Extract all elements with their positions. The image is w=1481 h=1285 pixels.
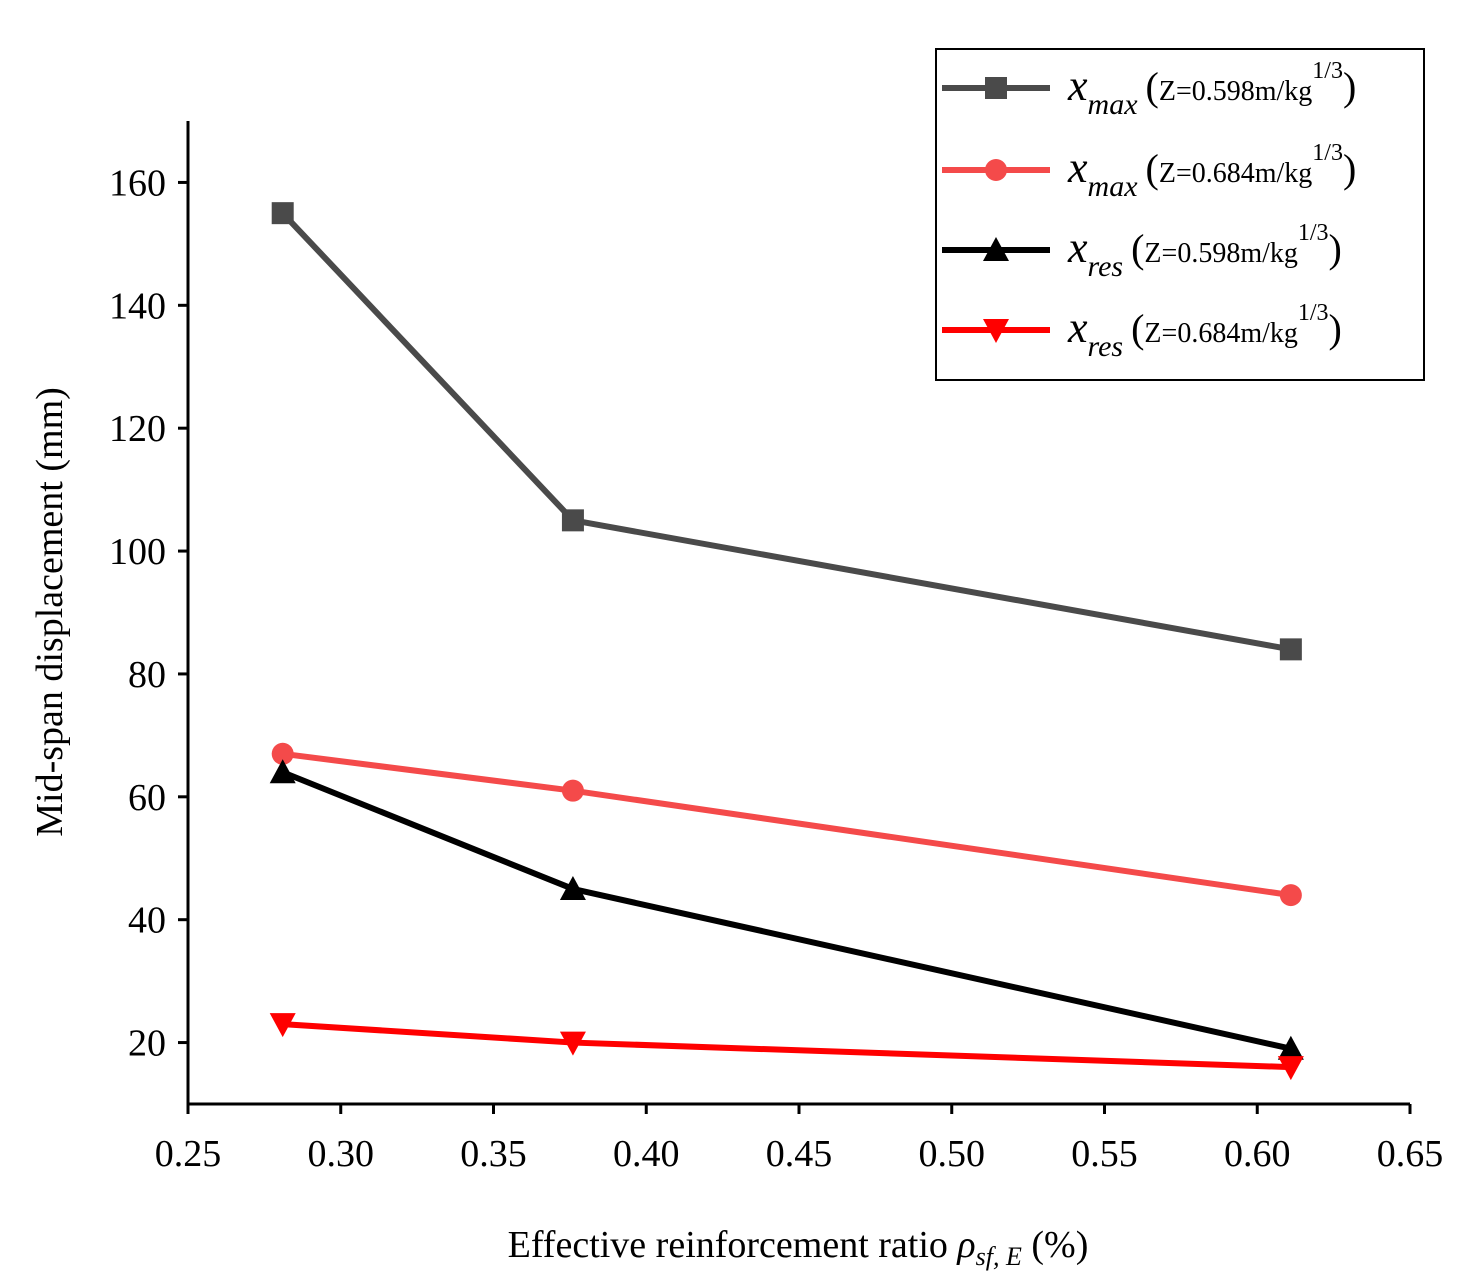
legend-label: xmax (Z=0.684m/kg1/3) bbox=[1067, 140, 1356, 203]
data-point bbox=[561, 509, 584, 532]
x-axis-label-prefix: Effective reinforcement ratio bbox=[508, 1224, 958, 1266]
x-ticks: 0.25 0.30 0.35 0.40 0.45 0.50 0.55 0.60 0.65 bbox=[155, 1104, 1444, 1175]
x-axis-label-suffix: (%) bbox=[1022, 1224, 1088, 1266]
data-point bbox=[271, 742, 294, 765]
legend-label: xres (Z=0.598m/kg1/3) bbox=[1067, 220, 1342, 283]
data-point bbox=[1279, 638, 1302, 661]
series-line bbox=[281, 769, 1292, 1052]
y-tick-label: 40 bbox=[128, 900, 166, 942]
series-3 bbox=[269, 759, 1304, 1060]
data-point bbox=[269, 1013, 296, 1038]
legend-box bbox=[935, 48, 1425, 381]
x-tick-label: 0.45 bbox=[766, 1133, 833, 1175]
series-4 bbox=[269, 1013, 1304, 1081]
y-tick-label: 100 bbox=[109, 531, 166, 573]
x-tick-label: 0.55 bbox=[1071, 1133, 1138, 1175]
data-point bbox=[1279, 884, 1302, 907]
data-point bbox=[559, 1031, 586, 1056]
data-point bbox=[271, 202, 294, 225]
x-tick-label: 0.50 bbox=[919, 1133, 986, 1175]
x-tick-label: 0.65 bbox=[1377, 1133, 1444, 1175]
series-2 bbox=[271, 742, 1302, 907]
x-axis-label: Effective reinforcement ratio ρsf, E (%) bbox=[508, 1224, 1089, 1271]
data-point bbox=[559, 875, 586, 900]
legend-label: xmax (Z=0.598m/kg1/3) bbox=[1067, 58, 1356, 121]
data-point bbox=[269, 759, 296, 784]
y-ticks: 20 40 60 80 100 120 140 160 bbox=[109, 162, 188, 1065]
legend-marker bbox=[985, 77, 1007, 99]
y-tick-label: 160 bbox=[109, 162, 166, 204]
legend-marker bbox=[983, 237, 1009, 261]
x-axis-label-symbol: ρ bbox=[956, 1224, 975, 1266]
legend: xmax (Z=0.598m/kg1/3) xmax (Z=0.684m/kg1/3)… bbox=[935, 48, 1425, 381]
series-line bbox=[282, 1021, 1291, 1071]
legend-marker bbox=[985, 159, 1007, 181]
x-tick-label: 0.30 bbox=[308, 1133, 375, 1175]
legend-entry: xres (Z=0.598m/kg1/3) bbox=[942, 220, 1342, 283]
x-tick-label: 0.35 bbox=[460, 1133, 527, 1175]
series-layer bbox=[269, 202, 1304, 1081]
legend-entry: xmax (Z=0.598m/kg1/3) bbox=[942, 58, 1356, 121]
y-axis-label: Mid-span displacement (mm) bbox=[29, 387, 71, 837]
y-tick-label: 140 bbox=[109, 285, 166, 327]
y-tick-label: 120 bbox=[109, 408, 166, 450]
x-tick-label: 0.60 bbox=[1224, 1133, 1291, 1175]
legend-entry: xres (Z=0.684m/kg1/3) bbox=[942, 300, 1342, 363]
y-tick-label: 80 bbox=[128, 654, 166, 696]
y-tick-label: 20 bbox=[128, 1023, 166, 1065]
x-tick-label: 0.25 bbox=[155, 1133, 222, 1175]
data-point bbox=[561, 779, 584, 802]
data-point bbox=[1277, 1035, 1304, 1060]
legend-entry: xmax (Z=0.684m/kg1/3) bbox=[942, 140, 1356, 203]
legend-marker bbox=[983, 319, 1009, 343]
legend-label: xres (Z=0.684m/kg1/3) bbox=[1067, 300, 1342, 363]
series-1 bbox=[271, 202, 1302, 661]
data-point bbox=[1277, 1056, 1304, 1081]
y-tick-label: 60 bbox=[128, 777, 166, 819]
x-axis-label-subscript: sf, E bbox=[976, 1242, 1022, 1271]
x-tick-label: 0.40 bbox=[613, 1133, 680, 1175]
series-line bbox=[282, 750, 1292, 899]
